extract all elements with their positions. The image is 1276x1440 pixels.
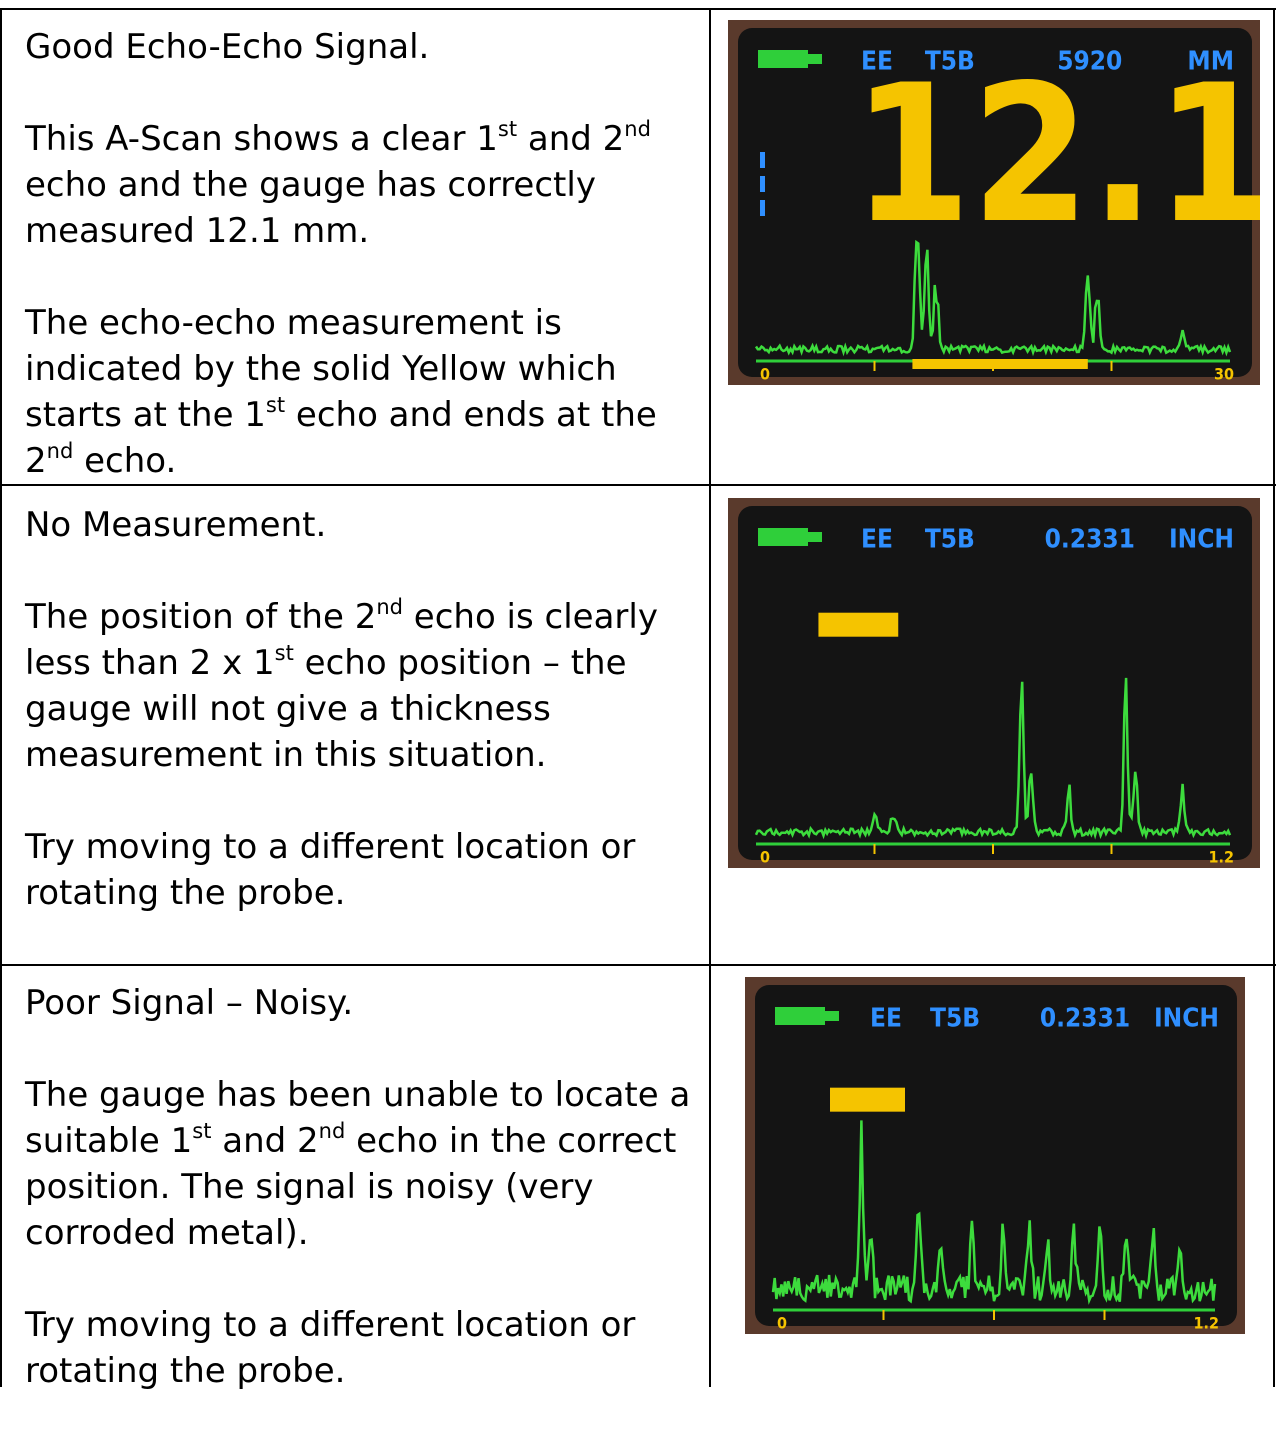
superscript: st bbox=[497, 117, 518, 141]
axis-start: 0 bbox=[760, 365, 770, 384]
text-run: Good Echo-Echo Signal. bbox=[25, 27, 430, 67]
superscript: st bbox=[192, 1119, 212, 1143]
text-cell: No Measurement. The position of the 2nd e… bbox=[25, 502, 697, 962]
battery-tip bbox=[825, 1011, 839, 1021]
text-run: This A-Scan shows a clear 1 bbox=[25, 119, 498, 159]
paragraph: The gauge has been unable to locate a su… bbox=[25, 1072, 697, 1256]
text-run: echo position – the gauge will not give … bbox=[25, 643, 627, 775]
measure-bar bbox=[912, 359, 1088, 369]
velocity: 0.2331 bbox=[1040, 1004, 1130, 1034]
paragraph: Good Echo-Echo Signal. bbox=[25, 24, 697, 70]
unit: MM bbox=[1187, 47, 1234, 77]
text-run: Try moving to a different location or ro… bbox=[25, 1305, 636, 1391]
text-cell: Good Echo-Echo Signal. This A-Scan shows … bbox=[25, 24, 697, 530]
paragraph: No Measurement. bbox=[25, 502, 697, 548]
text-run: Poor Signal – Noisy. bbox=[25, 983, 354, 1023]
text-run: echo in the correct position. The signal… bbox=[25, 1121, 677, 1253]
text-run: The echo-echo measurement is indicated b… bbox=[25, 303, 617, 435]
velocity: 5920 bbox=[1057, 47, 1122, 77]
border bbox=[0, 964, 1276, 966]
velocity: 0.2331 bbox=[1045, 525, 1135, 555]
no-reading-bar bbox=[818, 612, 899, 637]
display bbox=[755, 985, 1237, 1326]
reading: 12.1 bbox=[852, 44, 1260, 265]
superscript: nd bbox=[318, 1119, 346, 1143]
axis-start: 0 bbox=[760, 848, 770, 867]
border bbox=[0, 484, 1276, 486]
probe: T5B bbox=[930, 1004, 980, 1034]
paragraph: The echo-echo measurement is indicated b… bbox=[25, 300, 697, 484]
axis-end: 1.2 bbox=[1194, 1314, 1220, 1333]
unit: INCH bbox=[1169, 525, 1234, 555]
battery bbox=[775, 1007, 825, 1025]
probe: T5B bbox=[925, 525, 975, 555]
border bbox=[0, 8, 2, 1387]
battery bbox=[758, 528, 808, 546]
waveform bbox=[754, 677, 1232, 840]
text-run: and 2 bbox=[517, 119, 625, 159]
gauge-screen: EE T5B 0.2331 INCH 0 1.2 bbox=[745, 977, 1245, 1334]
superscript: st bbox=[265, 393, 286, 417]
border bbox=[709, 8, 711, 1387]
battery-tip bbox=[808, 532, 822, 542]
superscript: st bbox=[274, 641, 294, 665]
battery-tip bbox=[808, 54, 822, 64]
axis-start: 0 bbox=[777, 1314, 787, 1333]
level-bar bbox=[760, 152, 765, 168]
level-bar bbox=[760, 176, 765, 192]
display bbox=[738, 506, 1252, 860]
border bbox=[1273, 8, 1275, 1387]
mode: EE bbox=[861, 525, 893, 555]
superscript: nd bbox=[624, 117, 651, 141]
text-run: echo. bbox=[73, 441, 177, 481]
text-run: echo and ends at the 2 bbox=[25, 395, 657, 481]
unit: INCH bbox=[1154, 1004, 1219, 1034]
border bbox=[0, 8, 1276, 10]
paragraph: This A-Scan shows a clear 1st and 2nd ec… bbox=[25, 116, 697, 254]
text-run: and 2 bbox=[211, 1121, 319, 1161]
waveform bbox=[754, 239, 1232, 357]
gauge-screen: EE T5B 0.2331 INCH 0 1.2 bbox=[728, 498, 1260, 868]
axis-end: 30 bbox=[1214, 365, 1234, 384]
paragraph: Poor Signal – Noisy. bbox=[25, 980, 697, 1026]
superscript: nd bbox=[376, 595, 403, 619]
text-run: No Measurement. bbox=[25, 505, 327, 545]
waveform bbox=[771, 1120, 1217, 1305]
text-run: The position of the 2 bbox=[25, 597, 377, 637]
probe: T5B bbox=[925, 47, 975, 77]
paragraph: Try moving to a different location or ro… bbox=[25, 824, 697, 916]
mode: EE bbox=[861, 47, 893, 77]
text-run: echo is clearly less than 2 x 1 bbox=[25, 597, 658, 683]
axis-end: 1.2 bbox=[1209, 848, 1235, 867]
level-bar bbox=[760, 200, 765, 216]
text-run: Try moving to a different location or ro… bbox=[25, 827, 636, 913]
display bbox=[738, 28, 1252, 377]
superscript: nd bbox=[46, 439, 74, 463]
battery bbox=[758, 50, 808, 68]
paragraph: Try moving to a different location or ro… bbox=[25, 1302, 697, 1394]
paragraph: The position of the 2nd echo is clearly … bbox=[25, 594, 697, 778]
text-cell: Poor Signal – Noisy. The gauge has been u… bbox=[25, 980, 697, 1440]
text-run: The gauge has been unable to locate a su… bbox=[25, 1075, 691, 1161]
mode: EE bbox=[870, 1004, 902, 1034]
page: Good Echo-Echo Signal. This A-Scan shows … bbox=[0, 8, 1276, 1391]
no-reading-bar bbox=[830, 1087, 905, 1112]
text-run: echo and the gauge has correctly measure… bbox=[25, 165, 596, 251]
